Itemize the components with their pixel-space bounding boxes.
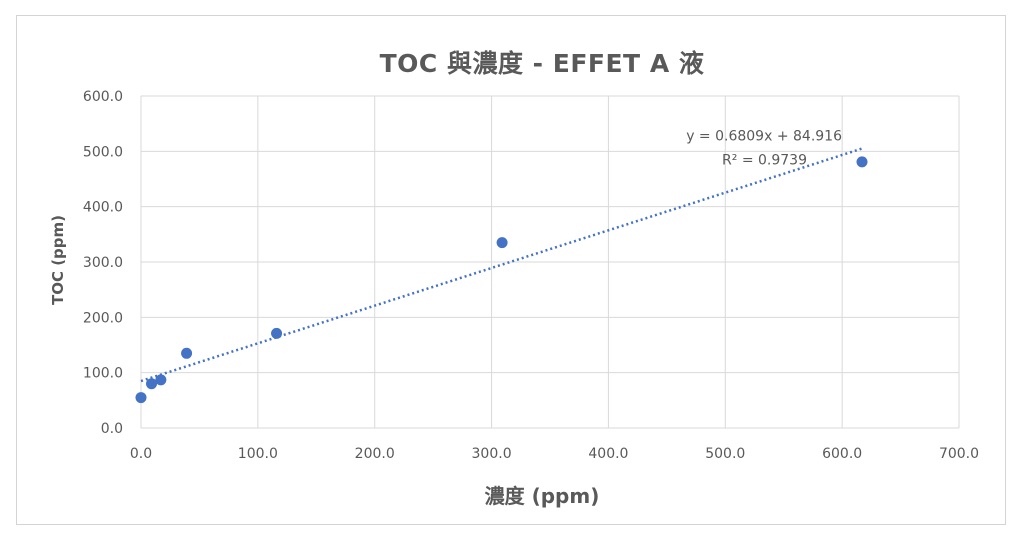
- chart-title: TOC 與濃度 - EFFET A 液: [379, 49, 705, 78]
- data-point: [181, 347, 193, 359]
- data-points: [135, 156, 868, 404]
- data-point: [856, 156, 868, 168]
- y-tick-label: 200.0: [83, 310, 123, 326]
- y-tick-labels: 0.0 100.0 200.0 300.0 400.0 500.0 600.0: [83, 89, 123, 437]
- y-tick-label: 600.0: [83, 89, 123, 105]
- y-tick-label: 100.0: [83, 366, 123, 382]
- x-tick-label: 600.0: [822, 446, 862, 462]
- data-point: [155, 374, 167, 386]
- y-tick-label: 500.0: [83, 144, 123, 160]
- y-tick-label: 300.0: [83, 255, 123, 271]
- x-axis-label: 濃度 (ppm): [484, 484, 600, 508]
- x-tick-label: 100.0: [238, 446, 278, 462]
- x-tick-labels: 0.0 100.0 200.0 300.0 400.0 500.0 600.0 700.0: [130, 446, 979, 462]
- data-point: [271, 327, 283, 339]
- x-tick-label: 300.0: [472, 446, 512, 462]
- x-tick-label: 200.0: [355, 446, 395, 462]
- x-tick-label: 700.0: [939, 446, 979, 462]
- trendline-equation: y = 0.6809x + 84.916: [686, 129, 842, 145]
- trendline: [140, 147, 863, 383]
- x-tick-label: 0.0: [130, 446, 152, 462]
- x-tick-label: 500.0: [705, 446, 745, 462]
- y-tick-label: 400.0: [83, 200, 123, 216]
- trendline-r2: R² = 0.9739: [722, 153, 807, 169]
- grid-lines: [140, 95, 960, 429]
- data-point: [146, 378, 158, 390]
- trendline-equation-group: y = 0.6809x + 84.916 R² = 0.9739: [686, 129, 842, 169]
- data-point: [496, 237, 508, 249]
- trendline-group: [140, 147, 863, 383]
- data-point: [135, 392, 147, 404]
- chart-frame: [16, 15, 1006, 525]
- x-tick-label: 400.0: [588, 446, 628, 462]
- y-tick-label: 0.0: [101, 421, 123, 437]
